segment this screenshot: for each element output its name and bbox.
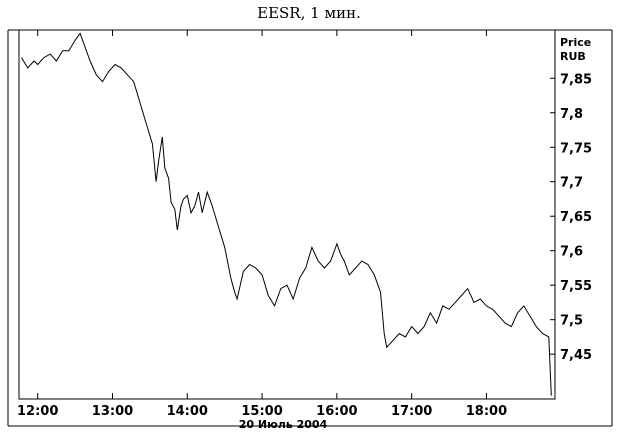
y-tick-label-4: 7,65: [560, 210, 592, 225]
x-tick-label-1: 13:00: [92, 404, 133, 419]
price-series-line: [21, 32, 552, 396]
y-tick-label-8: 7,45: [560, 348, 592, 363]
y-axis-title-line1: Price: [560, 36, 591, 49]
y-tick-label-0: 7,85: [560, 72, 592, 87]
x-tick-label-5: 17:00: [391, 404, 432, 419]
chart-frame: [7, 29, 613, 427]
x-tick-label-0: 12:00: [17, 404, 58, 419]
plot-area: [18, 29, 556, 400]
y-axis-title-line2: RUB: [560, 50, 586, 63]
y-tick-label-2: 7,75: [560, 141, 592, 156]
y-tick-label-1: 7,8: [560, 107, 583, 122]
x-tick-label-3: 15:00: [241, 404, 282, 419]
chart-title: EESR, 1 мин.: [257, 4, 361, 22]
y-tick-label-7: 7,5: [560, 314, 583, 329]
x-axis: 12:00 13:00 14:00 15:00 16:00 17:00 18:00: [17, 30, 507, 419]
x-tick-label-2: 14:00: [167, 404, 208, 419]
x-tick-label-4: 16:00: [316, 404, 357, 419]
date-label: 20 Июль 2004: [239, 418, 328, 431]
y-tick-label-3: 7,7: [560, 176, 583, 191]
y-tick-label-5: 7,6: [560, 245, 583, 260]
x-tick-label-6: 18:00: [466, 404, 507, 419]
y-axis: 7,85 7,8 7,75 7,7 7,65 7,6 7,55 7,5 7,45: [550, 72, 592, 363]
y-tick-label-6: 7,55: [560, 279, 592, 294]
